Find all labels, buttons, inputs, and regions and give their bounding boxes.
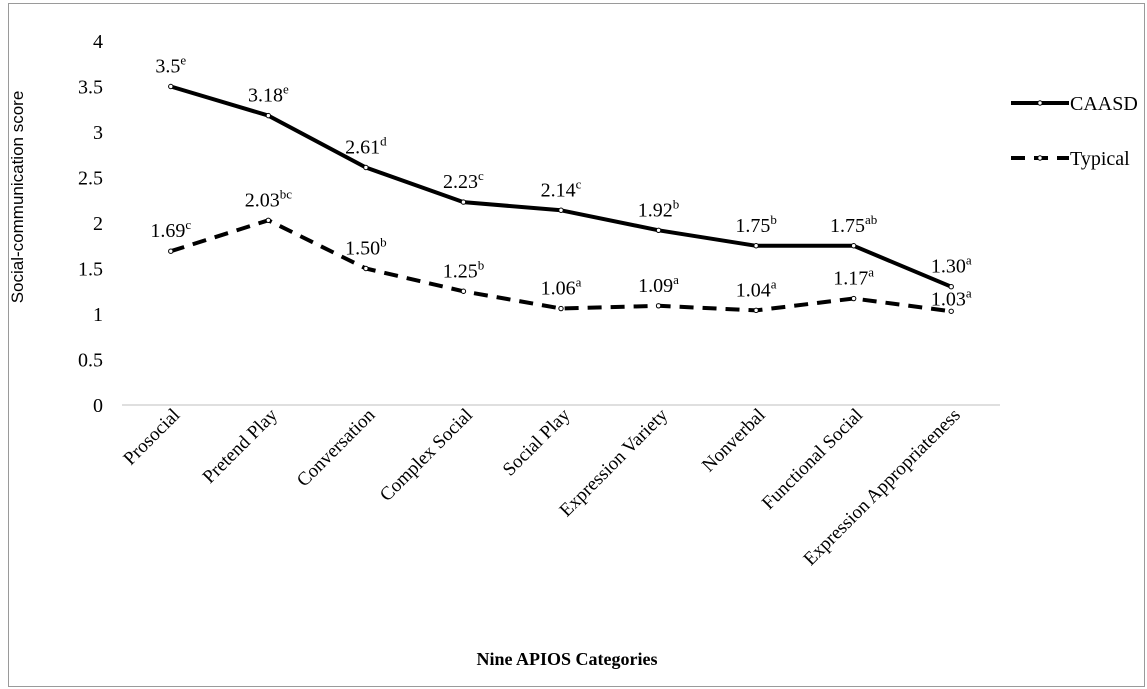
- data-point-typical: [460, 288, 467, 294]
- data-label-caasd: 2.61d: [345, 133, 387, 158]
- legend-marker: [1037, 100, 1043, 106]
- data-label-caasd: 2.14c: [541, 176, 582, 201]
- x-axis-title: Nine APIOS Categories: [477, 649, 658, 669]
- x-tick-label: Complex Social: [376, 405, 477, 506]
- x-tick-label: Conversation: [293, 404, 380, 491]
- data-point-caasd: [363, 164, 369, 171]
- data-label-typical: 1.50b: [345, 235, 387, 260]
- data-point-typical: [265, 217, 272, 223]
- data-label-caasd: 3.18e: [248, 82, 289, 107]
- data-point-typical: [363, 265, 369, 272]
- data-label-caasd: 1.92b: [638, 196, 680, 221]
- data-point-typical: [948, 308, 954, 314]
- legend-label-caasd: CAASD: [1070, 93, 1138, 115]
- y-tick-label: 4: [93, 31, 103, 53]
- data-point-caasd: [948, 284, 954, 290]
- y-tick-label: 2: [93, 213, 103, 235]
- data-label-caasd: 1.75b: [735, 212, 777, 237]
- data-point-typical: [655, 303, 662, 309]
- legend-label-typical: Typical: [1070, 148, 1130, 170]
- data-point-caasd: [753, 243, 759, 249]
- legend-marker: [1037, 155, 1043, 161]
- x-tick-label: Social Play: [499, 404, 575, 480]
- y-tick-label: 1: [93, 304, 103, 326]
- x-tick-label: Pretend Play: [199, 404, 282, 487]
- data-point-typical: [850, 295, 857, 302]
- data-label-caasd: 1.30a: [931, 253, 972, 278]
- y-tick-label: 0: [93, 395, 103, 417]
- data-label-typical: 2.03bc: [245, 186, 293, 211]
- data-label-caasd: 3.5e: [155, 53, 186, 78]
- data-label-caasd: 1.75ab: [830, 212, 877, 237]
- data-point-typical: [168, 248, 174, 254]
- data-label-typical: 1.69c: [150, 217, 191, 242]
- x-tick-label: Functional Social: [758, 405, 867, 514]
- y-tick-label: 3: [93, 122, 103, 144]
- y-tick-label: 1.5: [78, 259, 103, 281]
- data-label-typical: 1.06a: [541, 275, 582, 300]
- series-line-typical: [170, 218, 952, 314]
- data-point-typical: [558, 305, 564, 312]
- y-tick-label: 3.5: [78, 77, 103, 99]
- chart-frame: [8, 3, 1145, 687]
- data-point-caasd: [265, 112, 272, 119]
- data-point-caasd: [850, 243, 857, 249]
- x-tick-label: Expression Appropriateness: [800, 405, 965, 570]
- data-point-typical: [753, 307, 759, 314]
- data-label-typical: 1.17a: [833, 265, 874, 290]
- data-point-caasd: [168, 83, 174, 90]
- data-point-caasd: [558, 207, 564, 213]
- data-label-caasd: 2.23c: [443, 168, 484, 193]
- data-label-typical: 1.09a: [638, 272, 679, 297]
- y-axis-title: Social-communication score: [8, 91, 27, 304]
- data-label-typical: 1.03a: [931, 285, 972, 310]
- x-tick-label: Prosocial: [119, 405, 184, 470]
- data-label-typical: 1.25b: [443, 257, 485, 282]
- data-point-caasd: [655, 227, 662, 233]
- x-tick-label: Expression Variety: [556, 404, 673, 521]
- x-tick-label: Nonverbal: [698, 405, 770, 477]
- data-point-caasd: [460, 199, 467, 205]
- y-tick-label: 2.5: [78, 168, 103, 190]
- y-tick-label: 0.5: [78, 350, 103, 372]
- data-label-typical: 1.04a: [736, 276, 777, 301]
